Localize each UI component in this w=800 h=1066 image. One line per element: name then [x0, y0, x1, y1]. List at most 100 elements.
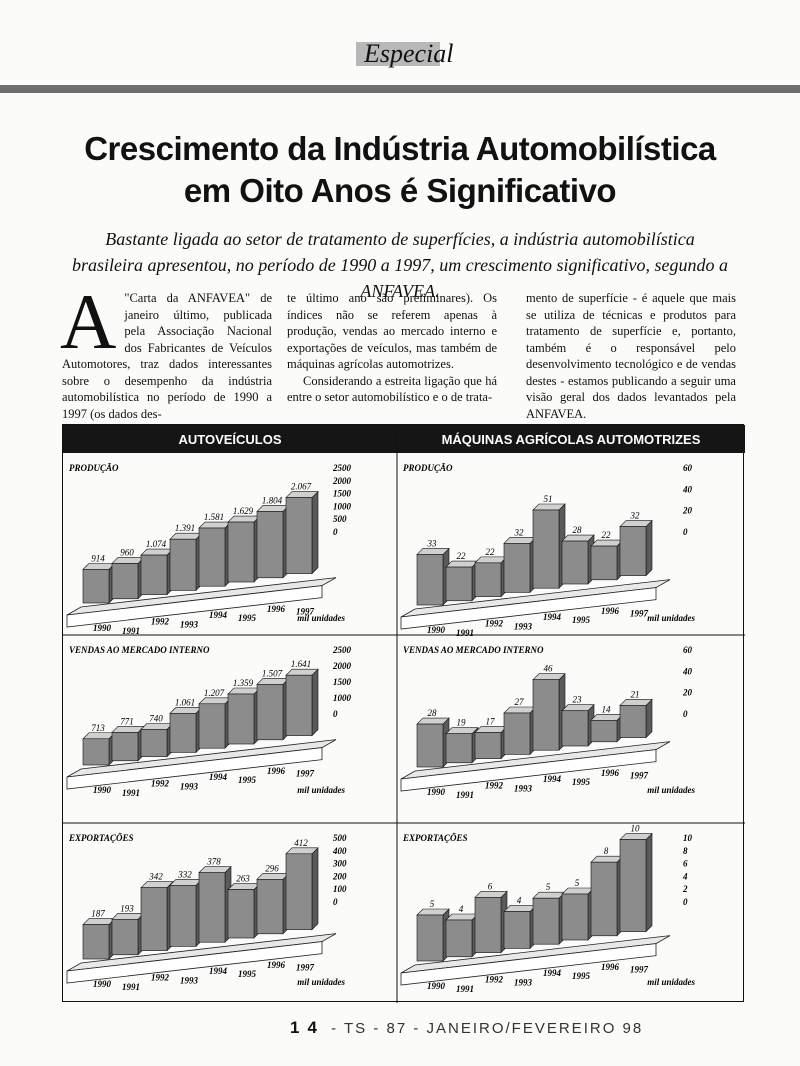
bar — [169, 538, 197, 591]
data-label: 32 — [514, 527, 525, 537]
data-label: 1.641 — [291, 659, 311, 669]
x-tick-label: 1994 — [209, 966, 228, 976]
x-tick-label: 1992 — [485, 619, 504, 629]
data-label: 5 — [575, 878, 580, 888]
bar — [590, 545, 618, 581]
data-label: 332 — [177, 869, 192, 879]
bar-top — [590, 714, 624, 721]
bar-side — [645, 698, 653, 739]
x-tick-label: 1990 — [93, 785, 112, 795]
article-subtitle: Bastante ligada ao setor de tratamento d… — [71, 229, 729, 301]
bar-top — [285, 847, 319, 855]
bar-top — [532, 673, 566, 680]
y-tick-label: 20 — [682, 506, 693, 516]
x-tick-label: 1994 — [543, 774, 562, 784]
y-tick-label: 500 — [333, 833, 347, 843]
data-label: 22 — [602, 530, 612, 540]
y-tick-label: 60 — [683, 463, 693, 473]
bar-top — [561, 534, 595, 542]
x-tick-label: 1996 — [267, 766, 286, 776]
bar-top — [590, 855, 624, 863]
bar-top — [619, 833, 653, 840]
bar-top — [140, 881, 174, 888]
chart-base-front — [66, 747, 323, 790]
data-label: 33 — [427, 538, 438, 548]
y-tick-label: 10 — [683, 833, 693, 843]
bar — [619, 705, 647, 738]
bar-top — [416, 908, 450, 916]
bar — [619, 839, 647, 932]
unit-label: mil unidades — [297, 977, 345, 987]
data-label: 21 — [631, 689, 640, 699]
bar-top — [227, 883, 261, 890]
bar-top — [169, 532, 203, 540]
bar-side — [311, 847, 319, 931]
data-label: 27 — [515, 697, 525, 707]
bar-top — [285, 491, 319, 498]
bar — [285, 497, 313, 574]
x-tick-label: 1992 — [151, 617, 170, 627]
y-tick-label: 2500 — [332, 463, 352, 473]
y-tick-label: 100 — [333, 884, 347, 894]
title-line-1: Crescimento da Indústria Automobilística — [84, 130, 716, 167]
data-label: 17 — [486, 717, 496, 727]
data-label: 28 — [573, 525, 583, 535]
bar-top — [561, 887, 595, 895]
data-label: 8 — [604, 846, 609, 856]
bar-top — [474, 891, 508, 898]
bar — [474, 897, 502, 953]
data-label: 412 — [294, 838, 308, 848]
x-tick-label: 1993 — [180, 781, 199, 791]
x-tick-label: 1991 — [122, 626, 140, 636]
y-tick-label: 1500 — [333, 677, 352, 687]
data-label: 914 — [91, 553, 105, 563]
bar — [285, 853, 313, 930]
header-autoveiculos: AUTOVEÍCULOS — [178, 432, 281, 447]
bar-top — [82, 563, 116, 570]
x-tick-label: 1996 — [267, 604, 286, 614]
body-column-2: te último ano são preliminares). Os índi… — [287, 290, 497, 406]
bar-side — [311, 490, 319, 575]
title-line-2: em Oito Anos é Significativo — [183, 172, 617, 209]
bar-top — [416, 717, 450, 725]
x-tick-label: 1992 — [485, 781, 504, 791]
footer-text: - TS - 87 - JANEIRO/FEVEREIRO 98 — [331, 1020, 644, 1037]
bar-top — [111, 726, 145, 733]
bar-top — [416, 548, 450, 555]
dropcap: A — [60, 278, 117, 365]
bar-top — [619, 699, 653, 706]
y-tick-label: 2 — [682, 884, 688, 894]
bar-top — [227, 687, 261, 695]
chart-title: PRODUÇÃO — [403, 463, 453, 473]
bar-side — [645, 832, 653, 933]
y-tick-label: 300 — [332, 859, 347, 869]
x-tick-label: 1994 — [209, 772, 228, 782]
x-tick-label: 1994 — [543, 968, 562, 978]
bar — [256, 684, 284, 741]
data-label: 193 — [120, 903, 134, 913]
chart-title: VENDAS AO MERCADO INTERNO — [69, 645, 210, 655]
bar-top — [256, 505, 290, 512]
x-tick-label: 1993 — [514, 783, 533, 793]
data-label: 32 — [630, 511, 641, 521]
data-label: 4 — [517, 896, 522, 906]
chart-base-front — [400, 587, 657, 630]
bar — [416, 554, 444, 606]
data-label: 6 — [488, 881, 493, 891]
data-label: 2.067 — [291, 482, 312, 492]
data-label: 378 — [206, 857, 221, 867]
chart-title: VENDAS AO MERCADO INTERNO — [403, 645, 544, 655]
bar — [474, 732, 502, 759]
x-tick-label: 1994 — [209, 610, 228, 620]
bar-top — [82, 732, 116, 740]
data-label: 10 — [631, 824, 641, 834]
bar — [532, 509, 560, 589]
bar-top — [474, 556, 508, 564]
data-label: 22 — [486, 547, 496, 557]
x-tick-label: 1992 — [485, 975, 504, 985]
x-tick-label: 1990 — [427, 787, 446, 797]
x-tick-label: 1993 — [180, 619, 199, 629]
bar — [590, 720, 618, 743]
x-tick-label: 1990 — [93, 979, 112, 989]
bar — [227, 889, 255, 939]
